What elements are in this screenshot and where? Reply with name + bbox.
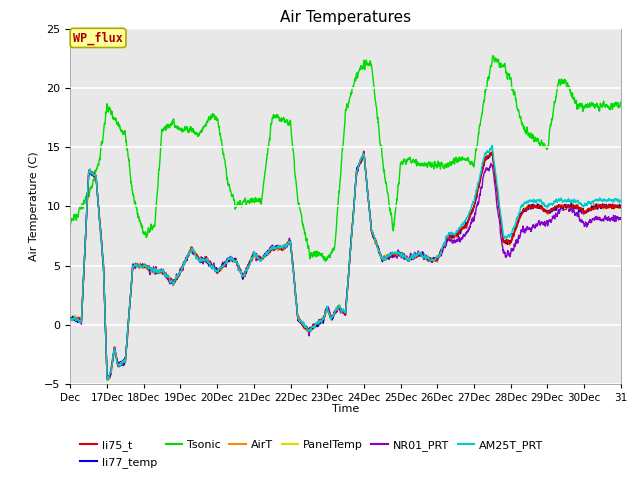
Text: WP_flux: WP_flux bbox=[73, 31, 123, 45]
li77_temp bbox=[129, 261, 137, 267]
Line: PanelTemp: PanelTemp bbox=[70, 151, 621, 380]
li77_temp bbox=[104, 376, 111, 382]
NR01_PRT bbox=[162, 272, 170, 277]
Line: li75_t: li75_t bbox=[70, 152, 621, 380]
Line: AM25T_PRT: AM25T_PRT bbox=[70, 145, 621, 380]
Y-axis label: Air Temperature (C): Air Temperature (C) bbox=[29, 152, 39, 261]
Tsonic bbox=[129, 192, 137, 198]
PanelTemp bbox=[607, 202, 614, 208]
AirT bbox=[67, 315, 74, 321]
AM25T_PRT bbox=[301, 324, 309, 330]
Tsonic bbox=[617, 100, 625, 106]
NR01_PRT bbox=[360, 148, 367, 154]
li77_temp bbox=[278, 247, 285, 253]
li75_t bbox=[129, 264, 137, 270]
AirT bbox=[129, 263, 137, 268]
AirT bbox=[488, 149, 496, 155]
li75_t bbox=[607, 204, 614, 209]
Title: Air Temperatures: Air Temperatures bbox=[280, 10, 411, 25]
AirT bbox=[547, 209, 555, 215]
AM25T_PRT bbox=[278, 244, 285, 250]
Tsonic bbox=[67, 221, 74, 227]
Line: NR01_PRT: NR01_PRT bbox=[70, 151, 621, 378]
PanelTemp bbox=[129, 263, 137, 268]
AM25T_PRT bbox=[607, 197, 614, 203]
li77_temp bbox=[617, 205, 625, 211]
AM25T_PRT bbox=[103, 377, 111, 383]
AirT bbox=[278, 246, 285, 252]
NR01_PRT bbox=[607, 218, 614, 224]
Tsonic bbox=[278, 115, 285, 121]
li77_temp bbox=[301, 325, 309, 331]
li75_t bbox=[67, 315, 74, 321]
Tsonic bbox=[547, 121, 555, 127]
Line: Tsonic: Tsonic bbox=[70, 56, 621, 261]
li77_temp bbox=[488, 150, 496, 156]
NR01_PRT bbox=[617, 216, 625, 222]
AM25T_PRT bbox=[67, 317, 74, 323]
li75_t bbox=[547, 208, 555, 214]
PanelTemp bbox=[67, 315, 74, 321]
PanelTemp bbox=[105, 377, 113, 383]
Tsonic bbox=[489, 53, 497, 59]
AM25T_PRT bbox=[162, 274, 170, 280]
NR01_PRT bbox=[278, 247, 285, 252]
li77_temp bbox=[162, 273, 170, 279]
li75_t bbox=[301, 325, 309, 331]
li75_t bbox=[488, 149, 496, 155]
PanelTemp bbox=[547, 208, 555, 214]
PanelTemp bbox=[488, 148, 496, 154]
PanelTemp bbox=[278, 245, 285, 251]
Legend: li75_t, li77_temp, Tsonic, AirT, PanelTemp, NR01_PRT, AM25T_PRT: li75_t, li77_temp, Tsonic, AirT, PanelTe… bbox=[76, 436, 547, 472]
PanelTemp bbox=[162, 271, 170, 277]
AM25T_PRT bbox=[488, 143, 496, 148]
PanelTemp bbox=[617, 204, 625, 209]
li77_temp bbox=[67, 315, 74, 321]
AirT bbox=[301, 326, 309, 332]
NR01_PRT bbox=[301, 324, 309, 330]
Tsonic bbox=[162, 127, 170, 133]
AM25T_PRT bbox=[129, 264, 137, 270]
NR01_PRT bbox=[129, 264, 137, 270]
AirT bbox=[617, 204, 625, 210]
AirT bbox=[607, 203, 614, 209]
PanelTemp bbox=[301, 325, 309, 331]
Line: AirT: AirT bbox=[70, 152, 621, 378]
li75_t bbox=[104, 377, 111, 383]
li75_t bbox=[617, 204, 625, 209]
AM25T_PRT bbox=[617, 197, 625, 203]
li77_temp bbox=[547, 206, 555, 212]
Tsonic bbox=[322, 258, 330, 264]
NR01_PRT bbox=[547, 219, 555, 225]
Tsonic bbox=[301, 232, 309, 238]
Line: li77_temp: li77_temp bbox=[70, 153, 621, 379]
X-axis label: Time: Time bbox=[332, 405, 359, 414]
AirT bbox=[103, 375, 111, 381]
AM25T_PRT bbox=[547, 201, 555, 206]
AirT bbox=[162, 274, 170, 279]
NR01_PRT bbox=[106, 375, 113, 381]
NR01_PRT bbox=[67, 314, 74, 320]
Tsonic bbox=[607, 104, 614, 110]
li75_t bbox=[162, 271, 170, 277]
li77_temp bbox=[607, 203, 614, 208]
li75_t bbox=[278, 247, 285, 252]
